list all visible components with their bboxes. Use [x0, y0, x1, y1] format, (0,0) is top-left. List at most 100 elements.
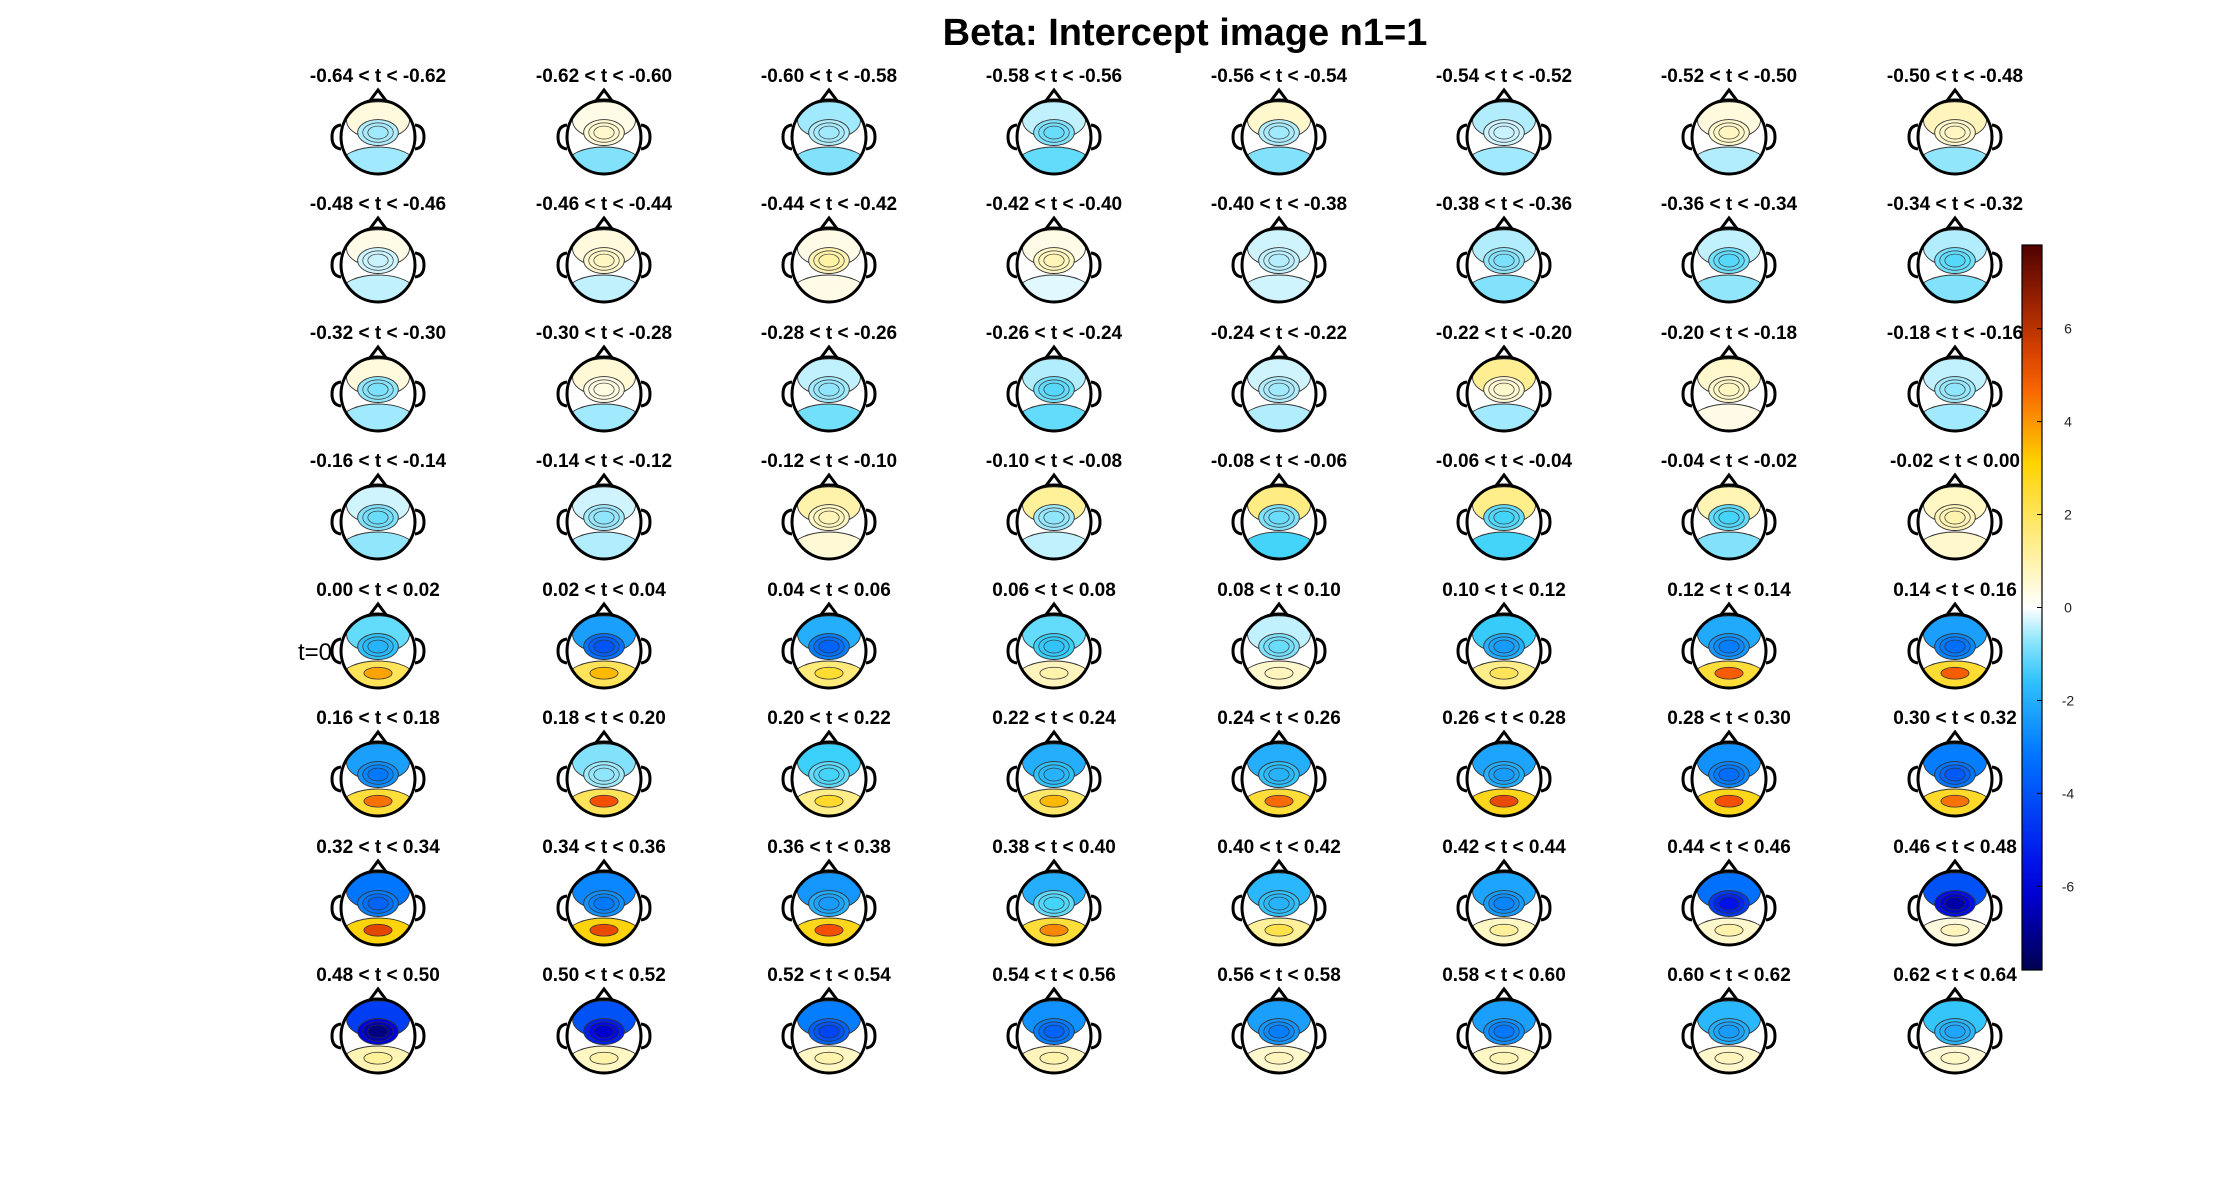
scalp-field: [792, 999, 866, 1073]
right-ear: [1315, 508, 1327, 536]
right-ear: [1090, 637, 1102, 665]
left-ear: [1907, 251, 1919, 279]
left-ear: [1231, 894, 1243, 922]
colorbar-tick-label: 0: [2064, 600, 2072, 616]
left-ear: [1006, 251, 1018, 279]
panel-label: 0.58 < t < 0.60: [1442, 965, 1566, 986]
head-outline: [339, 612, 417, 690]
nose-marker: [593, 729, 615, 745]
right-ear: [865, 894, 877, 922]
panel-label: -0.06 < t < -0.04: [1436, 451, 1573, 472]
nose-marker: [1493, 472, 1515, 488]
head-outline: [790, 98, 868, 176]
head-outline: [565, 226, 643, 304]
head-outline: [790, 740, 868, 818]
right-ear: [1991, 380, 2003, 408]
panel-label: -0.08 < t < -0.06: [1211, 451, 1347, 472]
right-ear: [640, 380, 652, 408]
nose-marker: [818, 215, 840, 231]
topoplot-head: [781, 729, 877, 818]
left-ear: [1681, 894, 1693, 922]
right-ear: [1090, 1022, 1102, 1050]
panel-label: -0.64 < t < -0.62: [310, 66, 446, 87]
right-ear: [865, 123, 877, 151]
topoplot-grid: -0.64 < t < -0.62 -0.62 < t < -0.60 -0.60 …: [310, 66, 2023, 1075]
nose-marker: [367, 472, 389, 488]
left-ear: [1456, 637, 1468, 665]
head-outline: [790, 483, 868, 561]
nose-marker: [593, 858, 615, 874]
right-ear: [1991, 765, 2003, 793]
right-ear: [1315, 1022, 1327, 1050]
left-ear: [1231, 765, 1243, 793]
nose-marker: [1268, 215, 1290, 231]
head-outline: [1690, 483, 1768, 561]
left-ear: [330, 508, 342, 536]
nose-marker: [818, 986, 840, 1002]
left-ear: [1456, 508, 1468, 536]
left-ear: [781, 765, 793, 793]
right-ear: [414, 123, 426, 151]
head-outline: [565, 997, 643, 1075]
nose-marker: [1944, 729, 1966, 745]
topoplot-head: [330, 87, 426, 176]
panel-label: 0.14 < t < 0.16: [1893, 580, 2017, 601]
left-ear: [1681, 123, 1693, 151]
head-outline: [1690, 997, 1768, 1075]
nose-marker: [593, 986, 615, 1002]
left-ear: [330, 380, 342, 408]
nose-marker: [1944, 87, 1966, 103]
head-outline: [1465, 612, 1543, 690]
left-ear: [1456, 765, 1468, 793]
topoplot-head: [1006, 986, 1102, 1075]
panel-label: -0.38 < t < -0.36: [1436, 194, 1572, 215]
panel-label: 0.10 < t < 0.12: [1442, 580, 1566, 601]
left-ear: [781, 637, 793, 665]
scalp-field: [1467, 485, 1541, 559]
colorbar-tick-label: -6: [2062, 878, 2075, 894]
right-ear: [865, 637, 877, 665]
head-outline: [790, 355, 868, 433]
panel-label: -0.28 < t < -0.26: [761, 323, 897, 344]
scalp-field: [341, 742, 415, 816]
head-outline: [1916, 226, 1994, 304]
panel-label: 0.20 < t < 0.22: [767, 708, 891, 729]
colorbar-tick-label: 6: [2064, 321, 2072, 337]
nose-marker: [1718, 729, 1740, 745]
head-outline: [1916, 355, 1994, 433]
left-ear: [1006, 1022, 1018, 1050]
right-ear: [1090, 765, 1102, 793]
head-outline: [1916, 997, 1994, 1075]
nose-marker: [1268, 986, 1290, 1002]
colorbar-tick-label: 2: [2064, 507, 2072, 523]
panel-label: 0.48 < t < 0.50: [316, 965, 440, 986]
right-ear: [640, 508, 652, 536]
topoplot-head: [1231, 215, 1327, 304]
right-ear: [640, 765, 652, 793]
head-outline: [1465, 226, 1543, 304]
right-ear: [1991, 1022, 2003, 1050]
head-outline: [1916, 98, 1994, 176]
right-ear: [414, 765, 426, 793]
left-ear: [556, 251, 568, 279]
panel-label: -0.60 < t < -0.58: [761, 66, 897, 87]
right-ear: [414, 508, 426, 536]
right-ear: [1090, 508, 1102, 536]
nose-marker: [593, 472, 615, 488]
left-ear: [781, 123, 793, 151]
topoplot-head: [1231, 472, 1327, 561]
nose-marker: [1718, 344, 1740, 360]
scalp-field: [341, 871, 415, 945]
panel-label: 0.60 < t < 0.62: [1667, 965, 1791, 986]
topoplot-head: [1681, 601, 1777, 690]
right-ear: [1765, 380, 1777, 408]
panel-label: -0.18 < t < -0.16: [1887, 323, 2023, 344]
topoplot-head: [330, 344, 426, 433]
topoplot-head: [556, 215, 652, 304]
scalp-field: [1017, 999, 1091, 1073]
right-ear: [1090, 251, 1102, 279]
left-ear: [1231, 508, 1243, 536]
panel-label: -0.62 < t < -0.60: [536, 66, 672, 87]
left-ear: [1006, 894, 1018, 922]
topoplot-head: [781, 986, 877, 1075]
